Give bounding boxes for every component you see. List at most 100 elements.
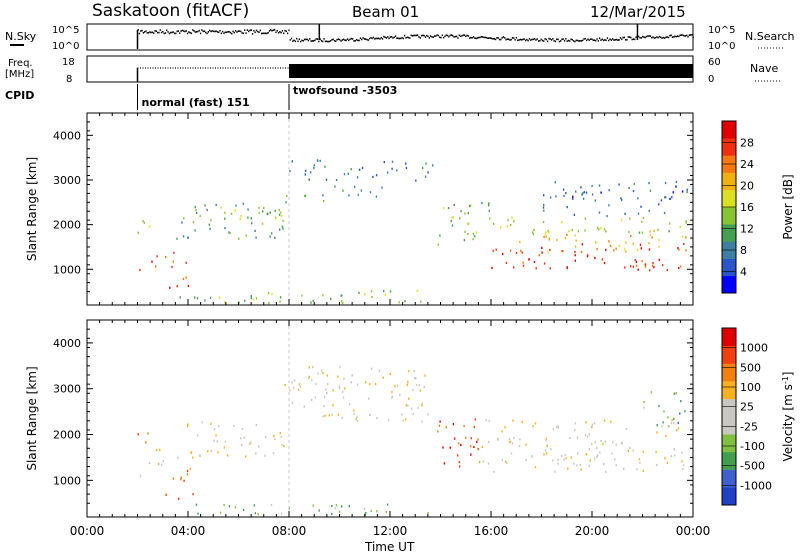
nsky-point bbox=[235, 30, 237, 32]
nsky-point bbox=[250, 29, 252, 31]
y-tick-label: 3000 bbox=[53, 383, 81, 396]
nsky-point bbox=[389, 36, 391, 38]
range-cell bbox=[615, 464, 617, 467]
range-cell bbox=[438, 424, 441, 427]
nsky-point bbox=[219, 29, 221, 32]
range-cell bbox=[620, 442, 623, 445]
range-cell bbox=[323, 396, 326, 399]
range-cell bbox=[566, 233, 568, 237]
nsearch-tick-high: 10^5 bbox=[708, 25, 735, 36]
y-axis-label: Slant Range [km] bbox=[25, 366, 39, 470]
range-cell bbox=[357, 193, 359, 196]
range-cell bbox=[391, 391, 393, 394]
range-cell bbox=[600, 226, 602, 230]
range-cell bbox=[280, 435, 283, 438]
nsky-point bbox=[419, 37, 421, 39]
range-cell bbox=[196, 297, 199, 300]
nsky-point bbox=[227, 31, 229, 33]
colorbar-tick-label: 500 bbox=[740, 361, 761, 374]
nsky-point bbox=[140, 30, 142, 32]
range-cell bbox=[177, 456, 179, 459]
range-cell bbox=[685, 220, 687, 223]
nsky-point bbox=[550, 39, 553, 41]
nsky-point bbox=[323, 38, 325, 40]
nsky-point bbox=[352, 38, 354, 40]
range-cell bbox=[443, 462, 446, 465]
range-cell bbox=[255, 236, 257, 239]
nsky-point bbox=[621, 38, 623, 41]
range-cell bbox=[535, 267, 537, 270]
nsky-point bbox=[631, 38, 633, 41]
range-cell bbox=[331, 512, 333, 515]
nsky-point bbox=[341, 39, 343, 41]
range-cell bbox=[548, 231, 550, 234]
nsky-point bbox=[604, 39, 606, 41]
range-cell bbox=[513, 220, 515, 223]
range-cell bbox=[473, 426, 475, 429]
nsky-point bbox=[268, 30, 271, 32]
range-cell bbox=[432, 164, 434, 167]
range-cell bbox=[213, 439, 215, 442]
range-cell bbox=[644, 265, 647, 268]
nsky-point bbox=[687, 35, 689, 38]
range-cell bbox=[629, 265, 632, 268]
nsky-point bbox=[306, 38, 308, 41]
range-cell bbox=[545, 439, 547, 442]
nsky-point bbox=[565, 38, 567, 40]
range-cell bbox=[230, 212, 233, 215]
nsky-point bbox=[417, 34, 419, 36]
range-cell bbox=[338, 387, 341, 390]
range-cell bbox=[609, 244, 612, 247]
nsky-point bbox=[374, 38, 376, 40]
range-cell bbox=[548, 238, 550, 241]
nsky-point bbox=[249, 29, 251, 32]
range-cell bbox=[342, 189, 344, 192]
range-cell bbox=[602, 442, 604, 445]
range-cell bbox=[382, 376, 384, 379]
nsky-point bbox=[164, 32, 167, 34]
nsky-point bbox=[359, 37, 362, 39]
nsky-point bbox=[517, 39, 519, 42]
range-cell bbox=[491, 266, 493, 269]
range-cell bbox=[542, 220, 545, 224]
nsky-point bbox=[690, 34, 692, 36]
range-cell bbox=[308, 178, 310, 181]
range-cell bbox=[661, 264, 664, 267]
nsky-point bbox=[301, 39, 303, 42]
range-cell bbox=[561, 221, 563, 224]
range-cell bbox=[627, 449, 629, 452]
nsky-point bbox=[458, 34, 460, 36]
nsky-point bbox=[385, 37, 388, 39]
nsky-point bbox=[149, 31, 151, 33]
range-cell bbox=[412, 412, 414, 415]
range-cell bbox=[328, 414, 330, 417]
nsky-point bbox=[261, 32, 263, 35]
range-cell bbox=[180, 476, 182, 479]
range-cell bbox=[595, 241, 597, 244]
range-cell bbox=[580, 250, 583, 253]
nsky-point bbox=[415, 34, 417, 37]
range-cell bbox=[314, 396, 316, 399]
range-cell bbox=[339, 366, 341, 369]
x-tick-label: 00:00 bbox=[676, 524, 711, 538]
range-cell bbox=[281, 443, 283, 446]
range-cell bbox=[325, 388, 327, 391]
nsky-point bbox=[656, 36, 658, 38]
colorbar-segment bbox=[722, 172, 736, 191]
colorbar-tick-label: 100 bbox=[740, 381, 761, 394]
range-cell bbox=[603, 262, 606, 265]
range-cell bbox=[641, 260, 643, 263]
nsky-point bbox=[692, 36, 694, 39]
nsky-point bbox=[480, 36, 482, 38]
range-cell bbox=[245, 234, 247, 237]
range-cell bbox=[439, 234, 441, 237]
nsky-point bbox=[267, 32, 269, 34]
y-tick-label: 1000 bbox=[53, 263, 81, 276]
colorbar-segment bbox=[722, 207, 736, 225]
range-cell bbox=[341, 300, 343, 303]
nsky-point bbox=[383, 35, 385, 38]
nsky-point bbox=[283, 32, 285, 35]
range-cell bbox=[386, 503, 389, 506]
nsky-point bbox=[670, 34, 672, 37]
range-cell bbox=[326, 391, 328, 395]
